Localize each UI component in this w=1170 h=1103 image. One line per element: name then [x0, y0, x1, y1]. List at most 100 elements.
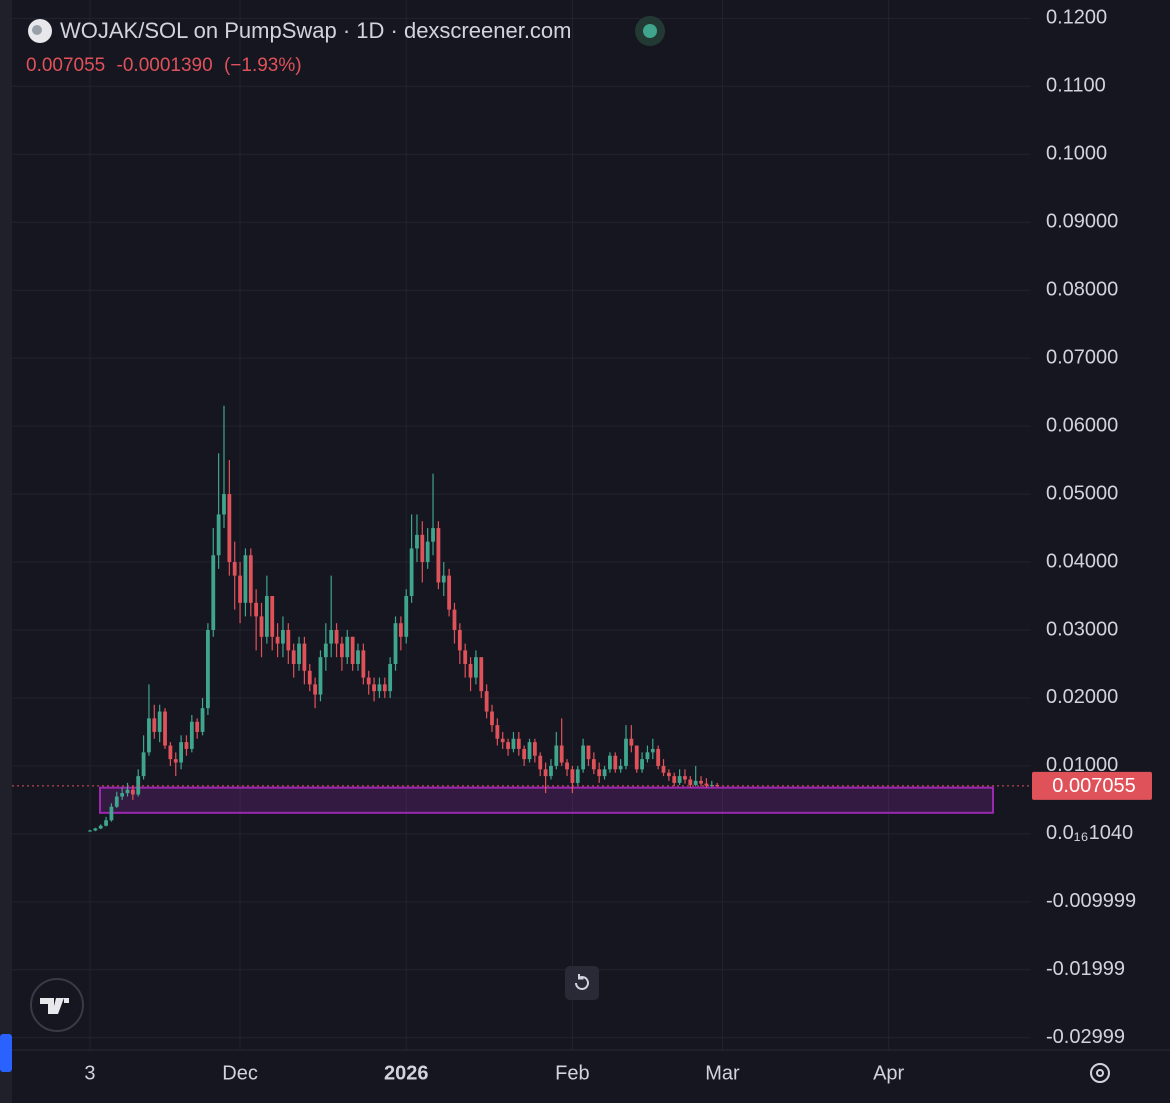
candle-body [109, 806, 114, 821]
candle-body [195, 721, 200, 732]
candle-body [452, 609, 457, 630]
candle-body [538, 755, 543, 770]
y-tick-label: 0.05000 [1046, 482, 1118, 504]
candle-body [650, 748, 655, 753]
candle-body [431, 528, 435, 542]
last-price-box [1032, 771, 1152, 800]
candle-body [543, 769, 548, 777]
candle-body [634, 745, 639, 770]
settings-button[interactable] [1090, 1063, 1110, 1083]
candle-body [447, 575, 452, 610]
candle-body [168, 745, 173, 760]
candle-body [345, 636, 350, 658]
candle-body [227, 494, 232, 563]
y-tick-label: -0.01999 [1046, 958, 1125, 980]
candle-body [243, 555, 248, 603]
candle-body [372, 684, 376, 692]
candle-body [173, 759, 178, 763]
candle-body [259, 616, 264, 637]
y-tick-label: 0.0₁₆1040 [1046, 822, 1133, 844]
candle-body [666, 772, 671, 777]
candle-body [608, 755, 612, 770]
candle-body [586, 745, 591, 760]
token-icon-face [32, 25, 42, 35]
candle-body [457, 630, 462, 651]
candle-body [157, 711, 162, 732]
candle-body [645, 752, 650, 760]
candle-body [527, 742, 532, 760]
candle-body [490, 711, 494, 726]
candle-body [307, 670, 312, 685]
candle-body [506, 742, 510, 749]
candle-body [699, 780, 703, 784]
side-tab[interactable] [0, 1034, 12, 1072]
candle-body [163, 711, 167, 746]
y-tick-label: 0.01000 [1046, 754, 1118, 776]
x-tick-label: 2026 [384, 1062, 429, 1084]
candle-body [597, 769, 602, 777]
y-tick-label: 0.08000 [1046, 278, 1118, 300]
candle-body [474, 657, 478, 678]
candle-body [554, 745, 559, 766]
candle-body [238, 575, 242, 603]
candle-body [356, 650, 360, 664]
x-tick-label: Mar [705, 1062, 740, 1084]
reset-button[interactable] [565, 966, 599, 1000]
x-tick-label: 3 [84, 1062, 95, 1084]
candle-body [688, 779, 693, 785]
candle-body [350, 636, 355, 664]
candle-body [522, 748, 527, 760]
candle-body [264, 596, 269, 637]
x-tick-label: Feb [555, 1062, 589, 1084]
candle-body [516, 738, 521, 749]
candle-body [200, 708, 205, 732]
candle-body [270, 596, 275, 637]
candle-body [275, 636, 280, 644]
status-dot [643, 24, 657, 38]
x-tick-label: Dec [222, 1062, 258, 1084]
candle-body [329, 630, 334, 644]
price: 0.007055 [26, 55, 105, 76]
left-strip [0, 0, 12, 1103]
candle-body [672, 776, 677, 783]
candle-body [415, 534, 419, 549]
candle-body [313, 684, 318, 695]
candle-body [254, 602, 259, 617]
candle-body [248, 555, 253, 603]
candle-body [152, 718, 157, 732]
candle-body [463, 650, 468, 664]
candle-body [281, 630, 285, 644]
candle-body [618, 765, 623, 770]
candle-body [382, 684, 387, 692]
candle-body [624, 738, 628, 766]
candle-body [532, 742, 537, 756]
candle-body [366, 677, 371, 685]
candle-body [575, 769, 580, 783]
y-tick-label: 0.09000 [1046, 211, 1118, 233]
candle-body [179, 742, 184, 763]
candle-body [377, 684, 382, 692]
candle-body [130, 789, 135, 795]
plot [12, 405, 1031, 832]
candle-body [656, 748, 661, 766]
candle-body [495, 725, 500, 739]
candle-body [511, 738, 516, 749]
candle-body [211, 555, 216, 630]
candle-body [468, 663, 473, 678]
candle-body [602, 769, 607, 777]
candle-body [549, 765, 553, 777]
candle-body [420, 534, 425, 563]
candle-body [286, 630, 291, 651]
candle-body [114, 796, 119, 807]
candle-body [88, 830, 92, 832]
y-tick-label: 0.04000 [1046, 550, 1118, 572]
candle-body [640, 759, 644, 770]
candle-body [98, 825, 103, 829]
x-tick-label: Apr [873, 1062, 904, 1084]
candle-body [232, 562, 237, 576]
candle-body [677, 776, 682, 783]
candle-body [120, 793, 125, 797]
